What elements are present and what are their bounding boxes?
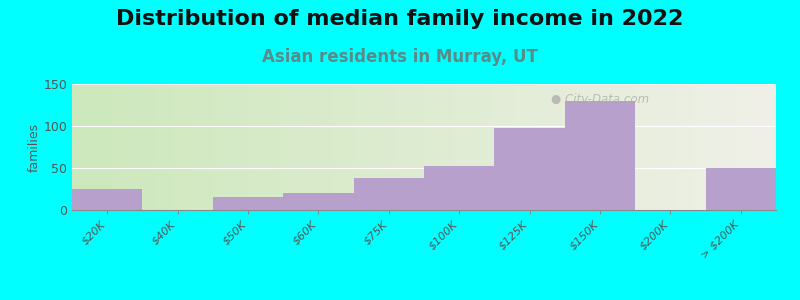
Bar (424, 166, 494, 210)
Bar (354, 178, 424, 210)
Bar (283, 193, 354, 210)
Bar (494, 128, 565, 210)
Y-axis label: families: families (27, 122, 41, 172)
Text: ● City-Data.com: ● City-Data.com (550, 93, 649, 106)
Text: Asian residents in Murray, UT: Asian residents in Murray, UT (262, 48, 538, 66)
Bar (565, 101, 635, 210)
Bar (72, 189, 142, 210)
Bar (706, 168, 776, 210)
Text: Distribution of median family income in 2022: Distribution of median family income in … (116, 9, 684, 29)
Bar (213, 197, 283, 210)
